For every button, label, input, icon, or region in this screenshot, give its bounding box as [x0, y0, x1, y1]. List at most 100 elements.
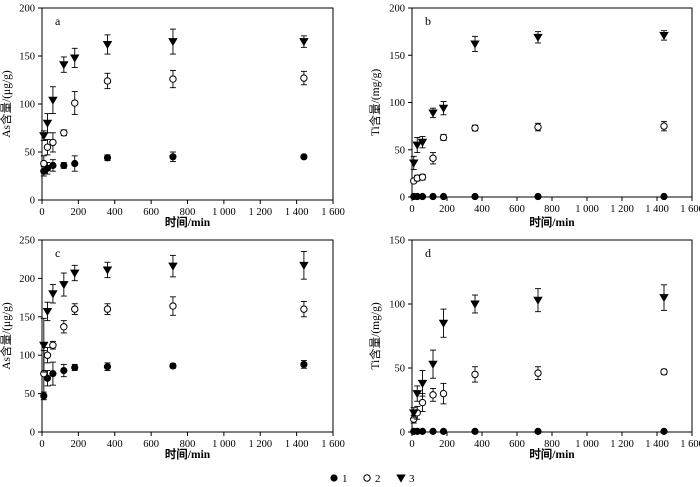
data-point	[39, 341, 49, 350]
data-point	[429, 154, 437, 162]
data-point	[428, 360, 438, 369]
data-point	[59, 281, 69, 290]
x-tick-label: 1 400	[285, 439, 309, 450]
data-point	[42, 119, 53, 128]
y-tick-label: 150	[389, 51, 405, 62]
x-tick-label: 1 200	[610, 439, 634, 450]
plot-frame	[411, 239, 693, 433]
series-2	[410, 366, 668, 424]
series-3	[409, 284, 669, 419]
x-tick-label: 1 600	[321, 207, 345, 218]
data-point	[60, 323, 68, 331]
x-tick-label: 200	[71, 207, 87, 218]
x-tick-label: 0	[409, 439, 414, 450]
legend-label: 1	[342, 473, 348, 485]
y-axis-label: Ti含量/(mg/g)	[368, 69, 382, 136]
data-point	[660, 368, 668, 376]
panel-label: b	[425, 14, 431, 28]
panel-label: d	[425, 246, 431, 260]
x-tick-label: 1 200	[248, 439, 272, 450]
plot-frame	[41, 239, 334, 433]
data-point	[300, 74, 308, 82]
data-point	[169, 153, 177, 161]
data-point	[40, 159, 48, 168]
x-tick-label: 400	[474, 204, 490, 215]
panel-label: c	[55, 246, 60, 260]
data-point	[534, 192, 542, 201]
y-tick-label: 150	[19, 52, 35, 63]
data-point	[429, 391, 437, 399]
x-tick-label: 600	[143, 439, 159, 450]
data-point	[471, 124, 479, 132]
data-point	[300, 153, 308, 161]
data-point	[533, 33, 543, 42]
data-point	[439, 133, 448, 142]
x-tick-label: 1 000	[575, 204, 599, 215]
data-point	[299, 261, 309, 270]
data-point	[70, 269, 80, 278]
x-tick-label: 800	[544, 439, 560, 450]
x-tick-label: 200	[439, 204, 455, 215]
y-tick-label: 250	[19, 236, 35, 247]
data-point	[71, 159, 79, 168]
data-point	[59, 61, 69, 70]
data-point	[300, 360, 308, 369]
x-tick-label: 200	[71, 439, 87, 450]
x-tick-label: 400	[474, 439, 490, 450]
data-point	[60, 161, 68, 170]
data-point	[169, 302, 177, 310]
data-point	[471, 192, 479, 201]
data-point	[439, 427, 448, 435]
x-tick-label: 1 400	[645, 439, 669, 450]
y-tick-label: 100	[389, 98, 405, 109]
data-point	[103, 154, 112, 162]
y-axis-label: As含量/(μg/g)	[0, 70, 13, 138]
data-point	[470, 40, 480, 49]
data-point	[49, 370, 57, 378]
data-point	[471, 427, 479, 435]
data-point	[49, 341, 57, 349]
data-point	[412, 390, 422, 399]
data-point	[48, 290, 58, 299]
x-tick-label: 1 600	[680, 439, 700, 450]
y-tick-label: 0	[30, 196, 35, 207]
x-tick-label: 200	[439, 439, 455, 450]
y-tick-label: 50	[25, 148, 36, 159]
y-tick-label: 200	[19, 274, 35, 285]
series-1	[40, 151, 308, 177]
chart-panel-b: b 0 200 400 600 800 1 000 1 200 1 400 1 600 0 50 100…	[368, 4, 700, 230]
data-point	[43, 351, 52, 359]
x-tick-label: 1 200	[610, 204, 634, 215]
plot-frame	[411, 7, 693, 198]
data-point	[169, 362, 177, 370]
y-tick-label: 100	[19, 100, 35, 111]
y-tick-label: 0	[400, 428, 405, 439]
data-point	[70, 54, 80, 63]
legend-item-1: 1	[330, 473, 348, 485]
y-tick-label: 200	[389, 4, 405, 15]
legend-marker	[396, 474, 406, 483]
data-point	[412, 141, 422, 150]
data-point	[660, 192, 668, 201]
data-point	[60, 129, 68, 137]
data-point	[470, 300, 480, 309]
x-tick-label: 800	[180, 207, 196, 218]
series-1	[40, 360, 308, 401]
panel-label: a	[55, 14, 61, 28]
legend-marker	[363, 474, 371, 482]
data-point	[102, 266, 113, 275]
y-tick-label: 50	[395, 145, 406, 156]
x-tick-label: 1 400	[645, 204, 669, 215]
data-point	[42, 307, 53, 317]
data-point	[660, 427, 668, 435]
legend-label: 3	[409, 473, 415, 485]
data-point	[49, 161, 57, 170]
series-2	[410, 120, 668, 185]
plot-frame	[41, 7, 334, 201]
x-tick-label: 1 000	[212, 439, 236, 450]
data-point	[418, 427, 427, 435]
y-tick-label: 100	[19, 351, 35, 362]
legend-label: 2	[375, 473, 381, 485]
x-tick-label: 0	[409, 204, 414, 215]
